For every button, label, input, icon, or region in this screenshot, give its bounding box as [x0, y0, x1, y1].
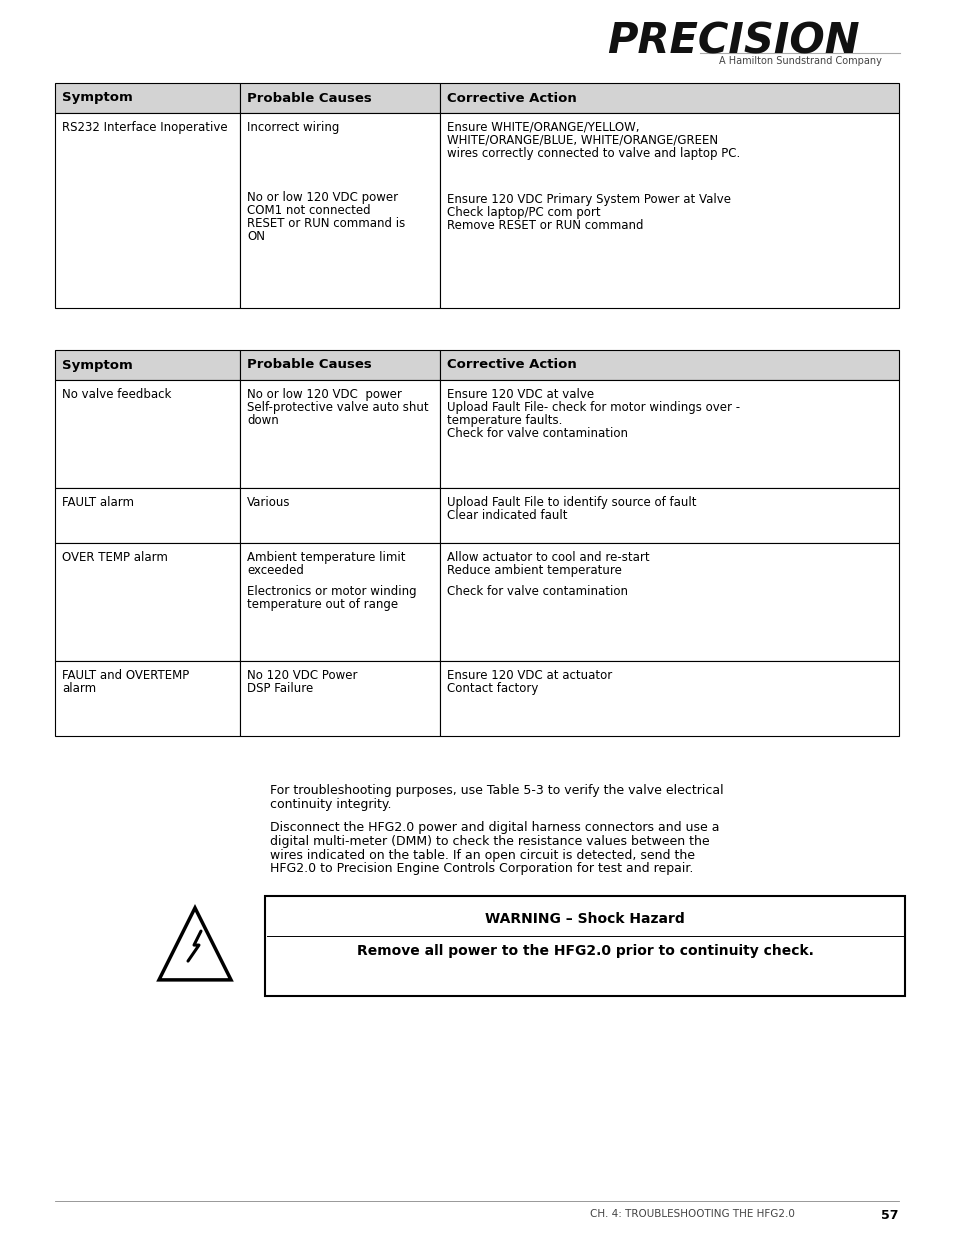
Text: alarm: alarm	[62, 682, 96, 695]
Text: 57: 57	[881, 1209, 898, 1221]
Bar	[55, 83, 240, 112]
Bar	[240, 350, 439, 380]
Text: FAULT and OVERTEMP: FAULT and OVERTEMP	[62, 669, 189, 682]
Bar	[55, 350, 240, 380]
Bar	[439, 83, 898, 112]
Bar	[439, 350, 898, 380]
Text: PRECISION: PRECISION	[607, 20, 859, 62]
Text: Probable Causes: Probable Causes	[247, 91, 372, 105]
Text: COM1 not connected: COM1 not connected	[247, 204, 370, 217]
Bar	[240, 83, 439, 112]
Text: Symptom: Symptom	[62, 91, 132, 105]
Text: Corrective Action: Corrective Action	[447, 91, 577, 105]
Text: continuity integrity.: continuity integrity.	[270, 798, 391, 810]
Text: Allow actuator to cool and re-start: Allow actuator to cool and re-start	[447, 551, 649, 564]
Bar	[240, 112, 439, 308]
Text: Disconnect the HFG2.0 power and digital harness connectors and use a: Disconnect the HFG2.0 power and digital …	[270, 821, 719, 835]
Text: RESET or RUN command is: RESET or RUN command is	[247, 217, 405, 230]
Text: digital multi-meter (DMM) to check the resistance values between the: digital multi-meter (DMM) to check the r…	[270, 835, 709, 848]
Text: Upload Fault File- check for motor windings over -: Upload Fault File- check for motor windi…	[447, 401, 740, 414]
Text: For troubleshooting purposes, use Table 5-3 to verify the valve electrical: For troubleshooting purposes, use Table …	[270, 784, 723, 797]
Text: Probable Causes: Probable Causes	[247, 358, 372, 372]
Text: OVER TEMP alarm: OVER TEMP alarm	[62, 551, 168, 564]
Bar	[240, 488, 439, 543]
Text: Check for valve contamination: Check for valve contamination	[447, 585, 627, 598]
Bar	[240, 543, 439, 661]
Text: Check laptop/PC com port: Check laptop/PC com port	[447, 206, 600, 219]
Text: No or low 120 VDC  power: No or low 120 VDC power	[247, 388, 401, 401]
Text: exceeded: exceeded	[247, 564, 304, 577]
Text: Ensure WHITE/ORANGE/YELLOW,: Ensure WHITE/ORANGE/YELLOW,	[447, 121, 639, 135]
Text: Incorrect wiring: Incorrect wiring	[247, 121, 339, 135]
Text: DSP Failure: DSP Failure	[247, 682, 313, 695]
Text: Symptom: Symptom	[62, 358, 132, 372]
Text: FAULT alarm: FAULT alarm	[62, 496, 133, 509]
Text: A Hamilton Sundstrand Company: A Hamilton Sundstrand Company	[718, 56, 881, 65]
Bar	[55, 488, 240, 543]
Bar	[439, 661, 898, 736]
Text: Contact factory: Contact factory	[447, 682, 537, 695]
Text: wires indicated on the table. If an open circuit is detected, send the: wires indicated on the table. If an open…	[270, 848, 695, 862]
Text: Check for valve contamination: Check for valve contamination	[447, 427, 627, 440]
Text: down: down	[247, 414, 278, 427]
Bar	[55, 661, 240, 736]
Bar	[439, 112, 898, 308]
Text: wires correctly connected to valve and laptop PC.: wires correctly connected to valve and l…	[447, 147, 740, 159]
Text: Various: Various	[247, 496, 291, 509]
Text: temperature faults.: temperature faults.	[447, 414, 561, 427]
Text: temperature out of range: temperature out of range	[247, 598, 397, 611]
Text: HFG2.0 to Precision Engine Controls Corporation for test and repair.: HFG2.0 to Precision Engine Controls Corp…	[270, 862, 693, 876]
Text: CH. 4: TROUBLESHOOTING THE HFG2.0: CH. 4: TROUBLESHOOTING THE HFG2.0	[589, 1209, 794, 1219]
Text: No 120 VDC Power: No 120 VDC Power	[247, 669, 357, 682]
Bar	[439, 488, 898, 543]
Bar	[55, 112, 240, 308]
Bar	[439, 380, 898, 488]
Text: Reduce ambient temperature: Reduce ambient temperature	[447, 564, 621, 577]
Text: Ensure 120 VDC Primary System Power at Valve: Ensure 120 VDC Primary System Power at V…	[447, 193, 730, 206]
Text: Clear indicated fault: Clear indicated fault	[447, 509, 567, 522]
Text: Remove all power to the HFG2.0 prior to continuity check.: Remove all power to the HFG2.0 prior to …	[356, 944, 813, 958]
Bar	[55, 380, 240, 488]
Text: ON: ON	[247, 230, 265, 243]
Text: WARNING – Shock Hazard: WARNING – Shock Hazard	[485, 913, 684, 926]
Text: Ambient temperature limit: Ambient temperature limit	[247, 551, 405, 564]
Text: Ensure 120 VDC at actuator: Ensure 120 VDC at actuator	[447, 669, 612, 682]
Text: RS232 Interface Inoperative: RS232 Interface Inoperative	[62, 121, 228, 135]
Text: No valve feedback: No valve feedback	[62, 388, 172, 401]
Text: Electronics or motor winding: Electronics or motor winding	[247, 585, 416, 598]
Text: Ensure 120 VDC at valve: Ensure 120 VDC at valve	[447, 388, 594, 401]
Text: Self-protective valve auto shut: Self-protective valve auto shut	[247, 401, 428, 414]
Text: Upload Fault File to identify source of fault: Upload Fault File to identify source of …	[447, 496, 696, 509]
Bar	[439, 543, 898, 661]
Polygon shape	[159, 908, 231, 979]
Text: Remove RESET or RUN command: Remove RESET or RUN command	[447, 219, 643, 232]
Bar	[240, 380, 439, 488]
Text: WHITE/ORANGE/BLUE, WHITE/ORANGE/GREEN: WHITE/ORANGE/BLUE, WHITE/ORANGE/GREEN	[447, 133, 718, 147]
Text: No or low 120 VDC power: No or low 120 VDC power	[247, 191, 397, 204]
Bar	[265, 897, 904, 997]
Bar	[240, 661, 439, 736]
Bar	[55, 543, 240, 661]
Text: Corrective Action: Corrective Action	[447, 358, 577, 372]
